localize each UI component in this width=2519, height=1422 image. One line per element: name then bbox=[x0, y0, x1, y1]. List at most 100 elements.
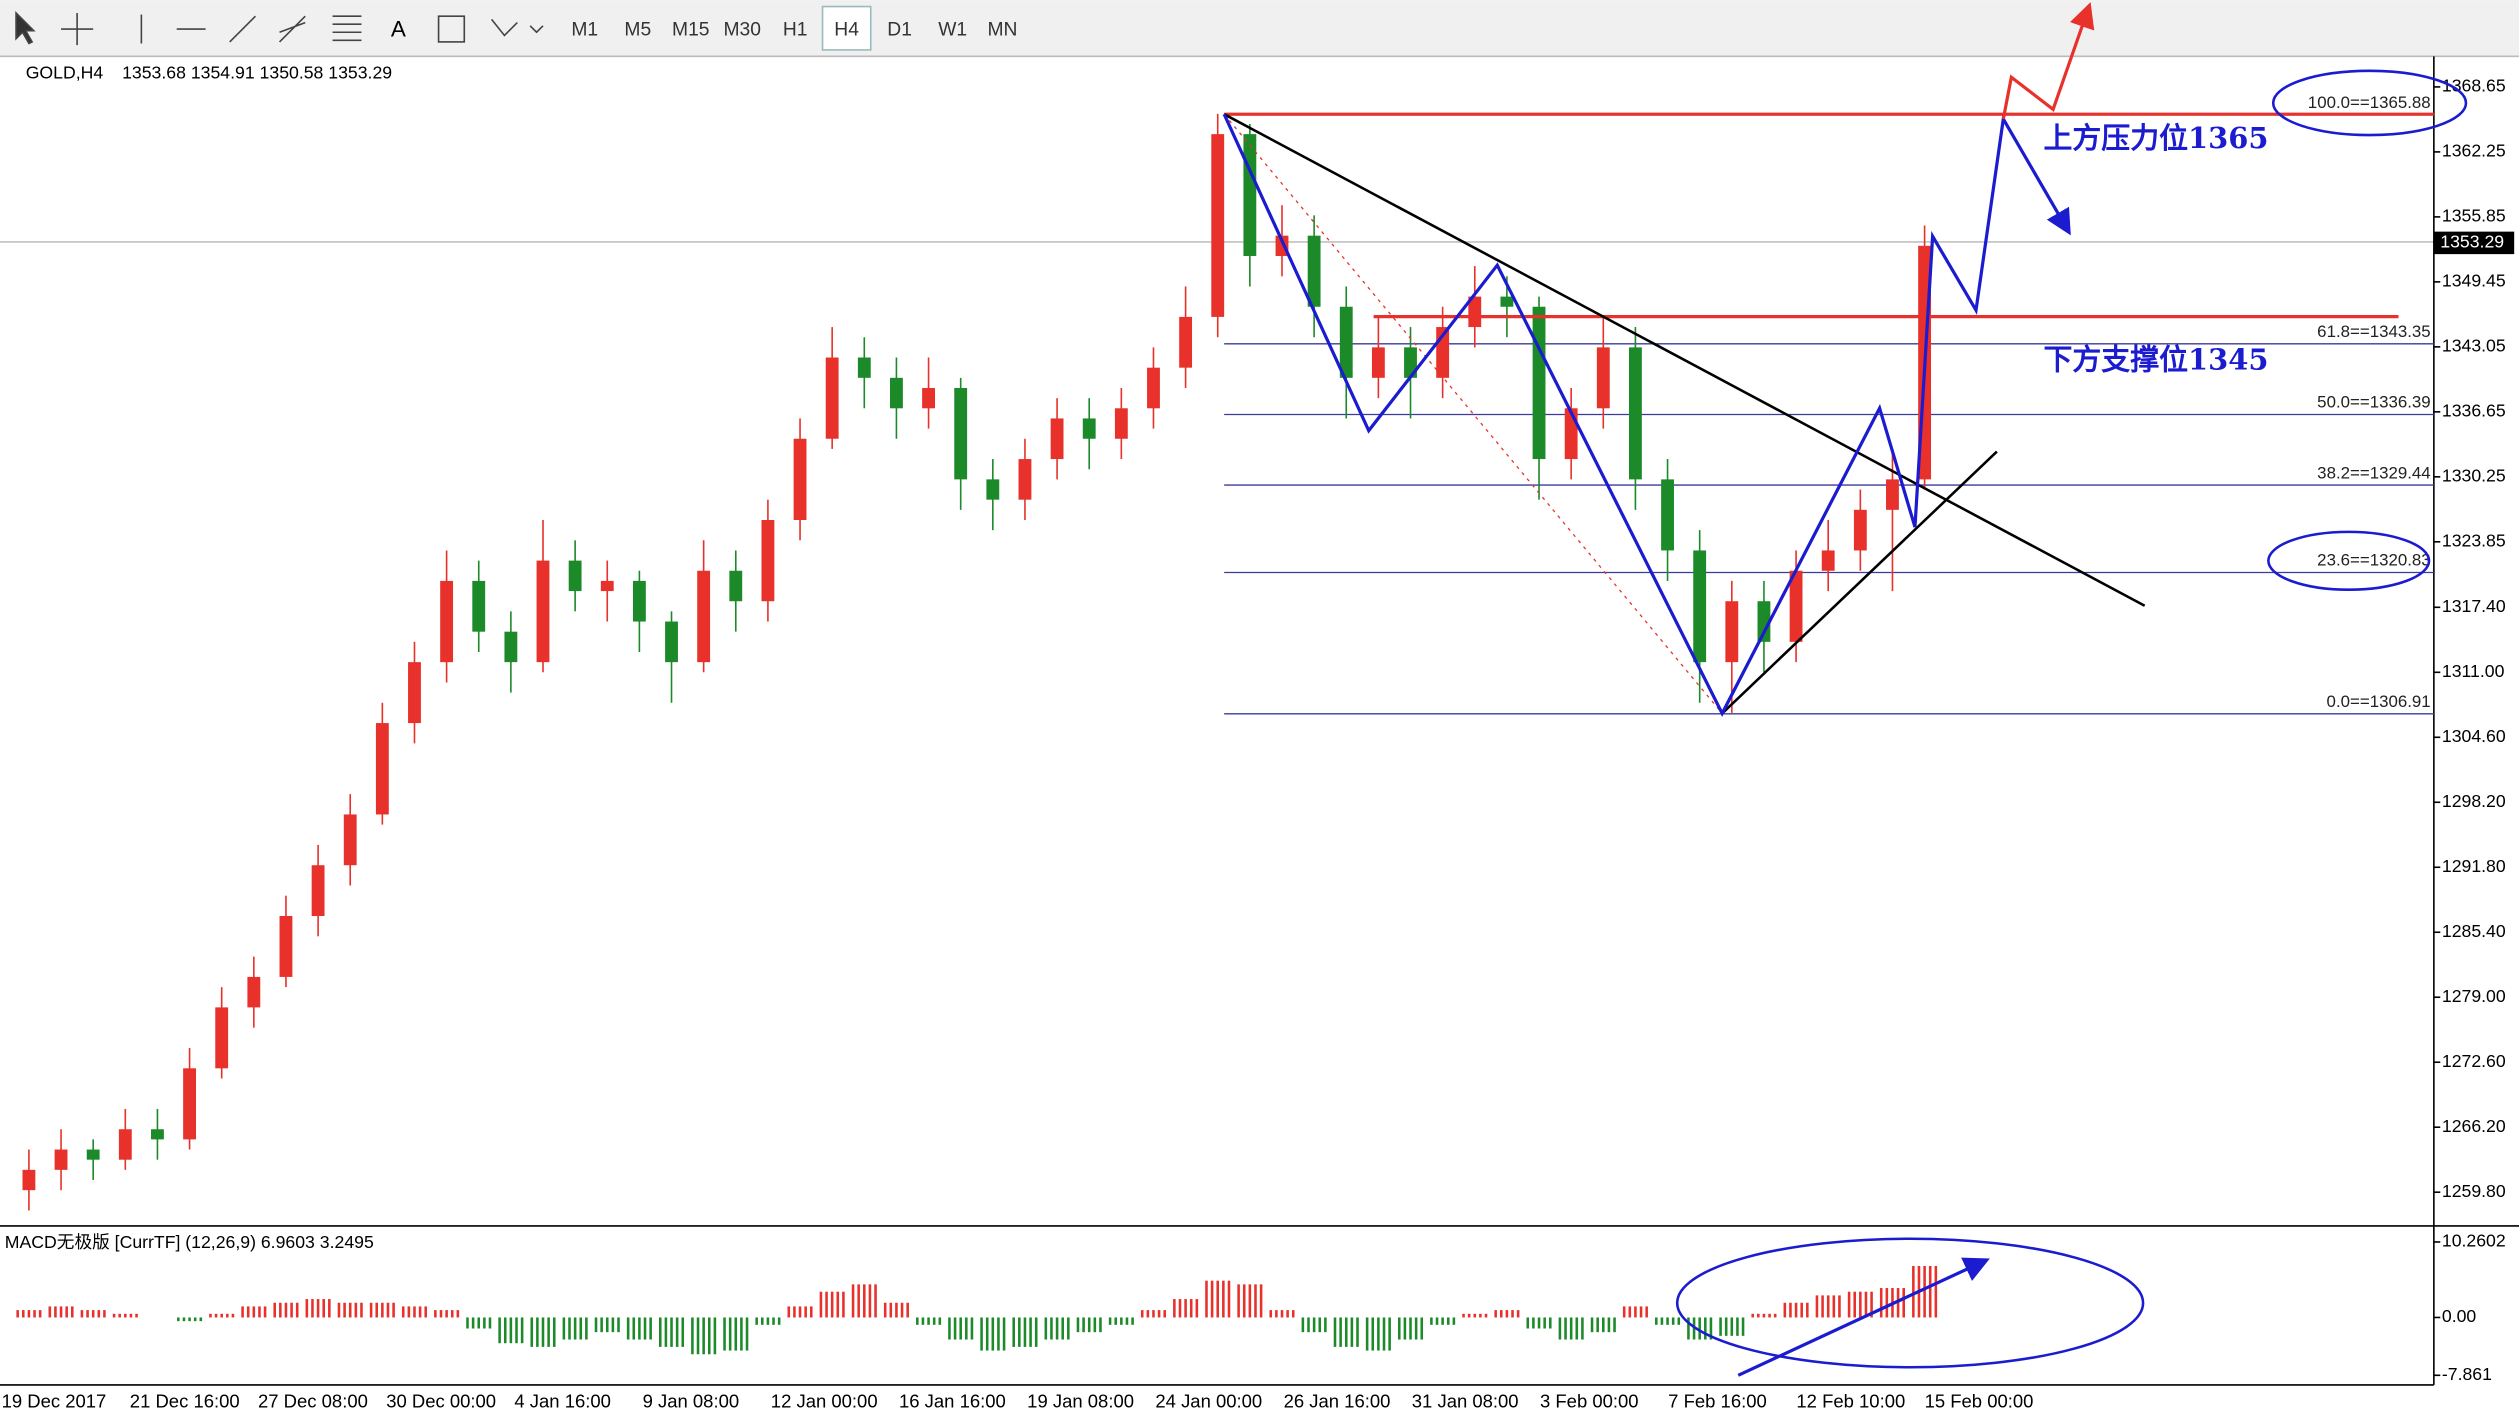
candle-body bbox=[1339, 306, 1353, 378]
y-tick-label: 1317.40 bbox=[2442, 596, 2506, 616]
candle-body bbox=[279, 915, 293, 977]
candle-body bbox=[729, 570, 743, 602]
timeframe-button[interactable]: MN bbox=[987, 20, 1017, 41]
x-tick-label: 26 Jan 16:00 bbox=[1284, 1390, 1391, 1411]
candle-body bbox=[1050, 418, 1064, 460]
y-tick-label: 1323.85 bbox=[2442, 530, 2506, 550]
candle-body bbox=[22, 1169, 36, 1191]
candle-body bbox=[600, 580, 614, 592]
candle-body bbox=[1018, 459, 1032, 500]
y-tick-label: 1355.85 bbox=[2442, 206, 2506, 226]
candle-body bbox=[1114, 408, 1128, 439]
x-tick-label: 31 Jan 08:00 bbox=[1412, 1390, 1519, 1411]
x-tick-label: 7 Feb 16:00 bbox=[1668, 1390, 1767, 1411]
macd-y-tick-label: 10.2602 bbox=[2442, 1231, 2506, 1251]
candle-body bbox=[183, 1068, 196, 1140]
x-tick-label: 19 Dec 2017 bbox=[2, 1390, 107, 1411]
resistance-note: 上方压力位1365 bbox=[2043, 121, 2268, 155]
x-tick-label: 15 Feb 00:00 bbox=[1925, 1390, 2034, 1411]
candle-body bbox=[1211, 134, 1225, 317]
candle-body bbox=[408, 662, 421, 724]
timeframe-button[interactable]: M15 bbox=[672, 20, 709, 41]
y-tick-label: 1298.20 bbox=[2442, 791, 2506, 811]
candle-body bbox=[472, 580, 486, 632]
candle-body bbox=[1789, 570, 1803, 642]
candle-body bbox=[247, 976, 261, 1008]
candle-body bbox=[568, 560, 582, 592]
y-tick-label: 1362.25 bbox=[2442, 141, 2506, 161]
candle-body bbox=[1468, 296, 1482, 328]
y-tick-label: 1291.80 bbox=[2442, 856, 2506, 876]
candle-body bbox=[857, 357, 871, 378]
candle-body bbox=[665, 621, 678, 663]
x-tick-label: 21 Dec 16:00 bbox=[130, 1390, 240, 1411]
timeframe-button[interactable]: W1 bbox=[938, 20, 967, 41]
candle-body bbox=[632, 580, 646, 622]
current-price-label: 1353.29 bbox=[2440, 232, 2504, 252]
y-tick-label: 1266.20 bbox=[2442, 1116, 2506, 1136]
y-tick-label: 1330.25 bbox=[2442, 466, 2506, 486]
candle-body bbox=[922, 387, 935, 409]
y-tick-label: 1304.60 bbox=[2442, 726, 2506, 746]
candle-body bbox=[343, 814, 357, 866]
candle-body bbox=[118, 1129, 132, 1160]
timeframe-button[interactable]: M1 bbox=[571, 20, 598, 41]
x-tick-label: 27 Dec 08:00 bbox=[258, 1390, 368, 1411]
x-tick-label: 4 Jan 16:00 bbox=[514, 1390, 611, 1411]
candle-body bbox=[1179, 316, 1193, 368]
y-tick-label: 1279.00 bbox=[2442, 986, 2506, 1006]
candle-body bbox=[697, 570, 711, 663]
x-tick-label: 16 Jan 16:00 bbox=[899, 1390, 1006, 1411]
candle-body bbox=[215, 1007, 229, 1069]
candle-body bbox=[311, 865, 325, 916]
candle-body bbox=[1757, 601, 1771, 642]
candle-body bbox=[761, 519, 775, 602]
y-tick-label: 1259.80 bbox=[2442, 1181, 2506, 1201]
candle-body bbox=[1628, 347, 1642, 480]
y-tick-label: 1272.60 bbox=[2442, 1051, 2506, 1071]
x-tick-label: 3 Feb 00:00 bbox=[1540, 1390, 1639, 1411]
candle-body bbox=[986, 479, 1000, 500]
candle-body bbox=[1853, 509, 1867, 551]
candle-body bbox=[1532, 306, 1546, 460]
x-tick-label: 12 Jan 00:00 bbox=[771, 1390, 878, 1411]
timeframe-button[interactable]: H4 bbox=[834, 20, 859, 41]
ohlc-info: 1353.68 1354.91 1350.58 1353.29 bbox=[122, 63, 392, 83]
fib-label: 50.0==1336.39 bbox=[2317, 393, 2430, 412]
candle-body bbox=[1371, 347, 1385, 378]
x-tick-label: 19 Jan 08:00 bbox=[1027, 1390, 1134, 1411]
candle-body bbox=[1821, 550, 1835, 571]
candle-body bbox=[825, 357, 839, 439]
timeframe-button[interactable]: H1 bbox=[783, 20, 808, 41]
fib-label: 23.6==1320.83 bbox=[2317, 551, 2430, 570]
candle-body bbox=[1082, 418, 1096, 439]
timeframe-button[interactable]: M5 bbox=[624, 20, 651, 41]
candle-body bbox=[1725, 601, 1739, 663]
candle-body bbox=[440, 580, 454, 663]
macd-y-tick-label: 0.00 bbox=[2442, 1306, 2477, 1326]
timeframe-button[interactable]: D1 bbox=[887, 20, 912, 41]
tool-icons: A bbox=[15, 11, 544, 46]
active-timeframe bbox=[821, 5, 872, 51]
macd-title: MACD无极版 [CurrTF] (12,26,9) 6.9603 3.2495 bbox=[5, 1232, 374, 1252]
fib-label: 0.0==1306.91 bbox=[2327, 692, 2431, 711]
y-tick-label: 1343.05 bbox=[2442, 336, 2506, 356]
candle-body bbox=[1661, 479, 1674, 551]
candle-body bbox=[793, 438, 807, 520]
y-tick-label: 1285.40 bbox=[2442, 921, 2506, 941]
fib-label: 100.0==1365.88 bbox=[2308, 93, 2431, 112]
candle-body bbox=[151, 1129, 164, 1140]
candle-body bbox=[536, 560, 550, 663]
y-tick-label: 1311.00 bbox=[2442, 661, 2505, 681]
candle-body bbox=[954, 387, 968, 480]
y-tick-label: 1349.45 bbox=[2442, 271, 2506, 291]
candle-body bbox=[890, 377, 903, 409]
macd-y-tick-label: -7.861 bbox=[2442, 1364, 2492, 1384]
toolbar bbox=[0, 0, 2519, 57]
candle-body bbox=[1243, 134, 1257, 256]
timeframe-button[interactable]: M30 bbox=[723, 20, 760, 41]
candle-body bbox=[1500, 296, 1514, 307]
